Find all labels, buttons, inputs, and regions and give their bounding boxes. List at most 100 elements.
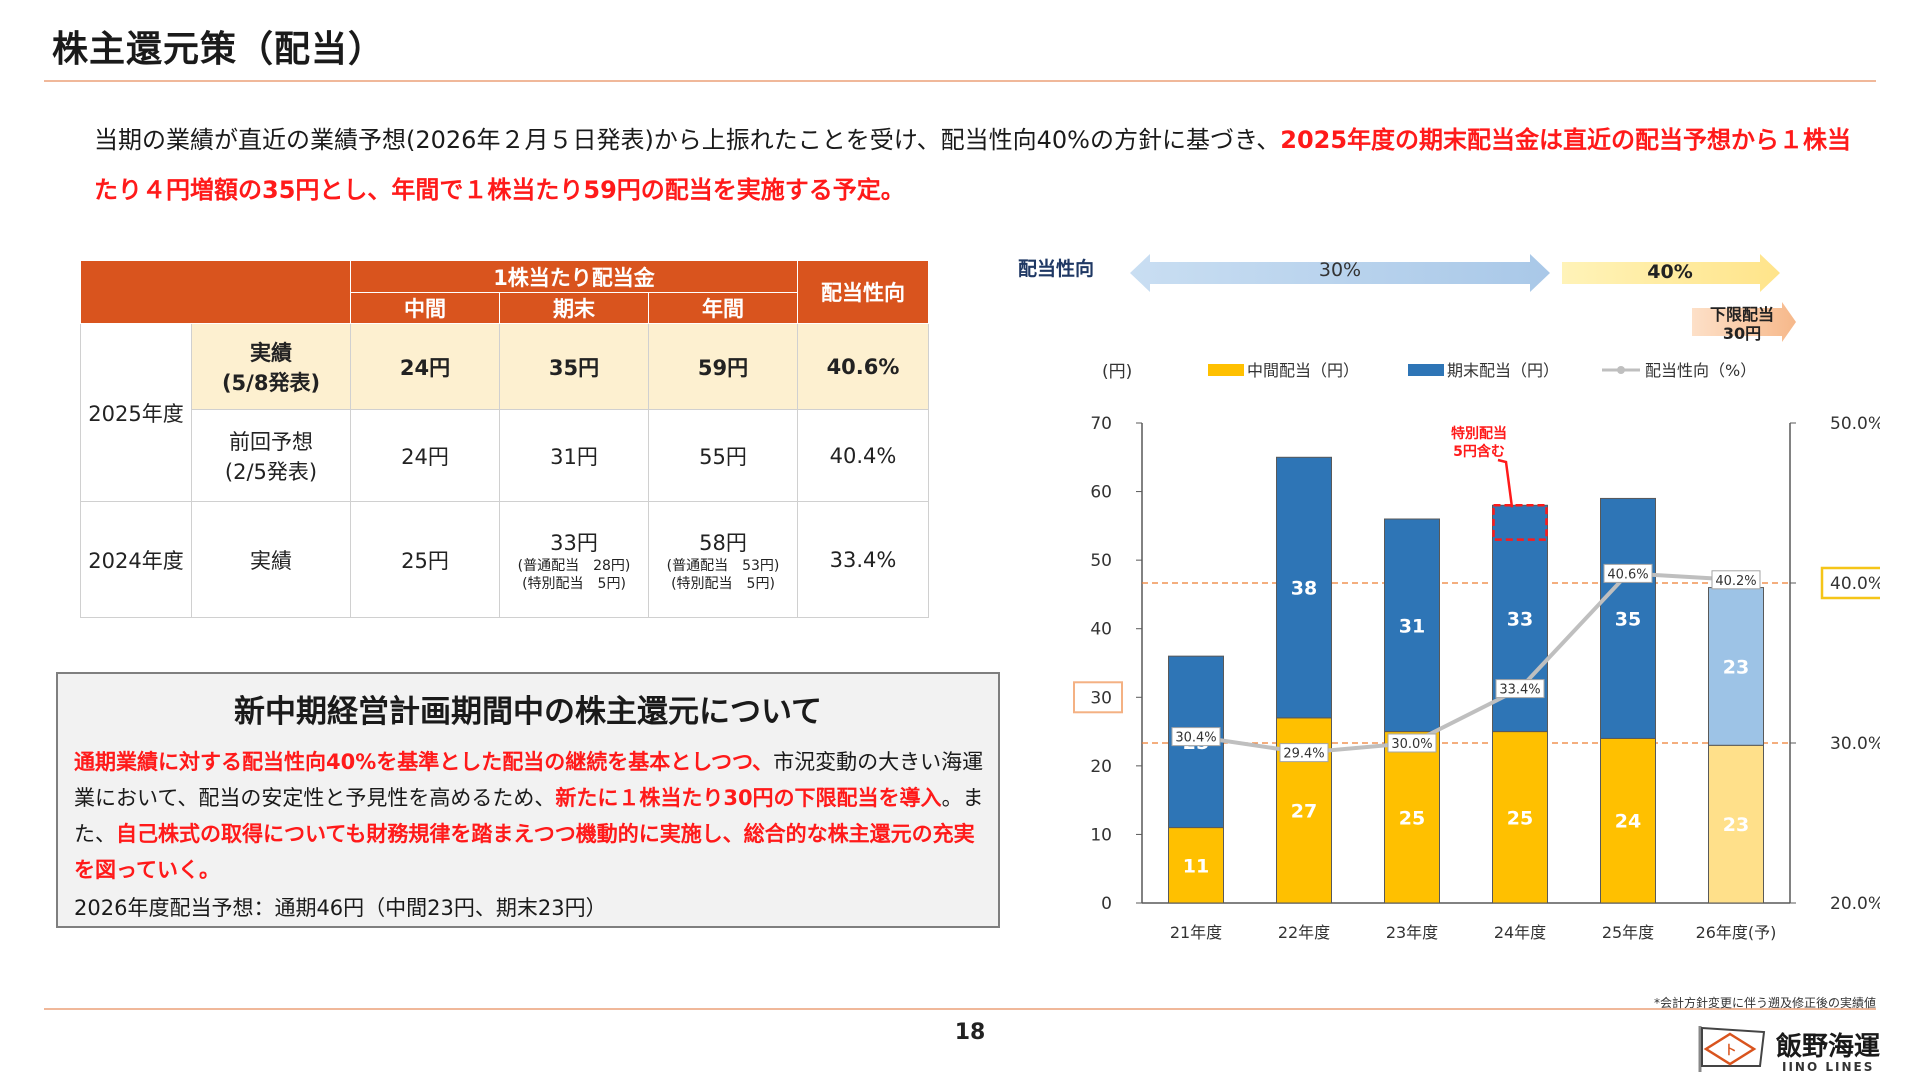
legend-swatch-interim bbox=[1208, 364, 1244, 376]
logo-sub: IINO LINES bbox=[1782, 1060, 1875, 1074]
x-tick-label: 21年度 bbox=[1170, 923, 1222, 942]
cell-year-end: 35円 bbox=[499, 323, 649, 410]
table-row: 2025年度 実績 (5/8発表) 24円 35円 59円 40.6% bbox=[80, 323, 929, 502]
payout-label-box bbox=[1171, 727, 1221, 747]
payout-data-label: 30.4% bbox=[1175, 731, 1216, 746]
cell-annual: 59円 bbox=[648, 323, 798, 410]
y2-tick-label: 30.0% bbox=[1830, 734, 1880, 754]
legend-payout: 配当性向（%） bbox=[1645, 361, 1756, 380]
payout-data-label: 40.6% bbox=[1607, 567, 1648, 582]
bar-interim bbox=[1600, 737, 1656, 904]
y-tick-label: 0 bbox=[1101, 894, 1112, 914]
y-tick-label: 20 bbox=[1090, 757, 1112, 777]
lead-highlight: 2025年度の期末配当金は直近の配当予想から１株当たり４円増額の35円とし、年間… bbox=[94, 126, 1852, 204]
header-interim: 中間 bbox=[350, 292, 500, 324]
x-tick-label: 22年度 bbox=[1278, 923, 1330, 942]
header-payout: 配当性向 bbox=[797, 260, 929, 324]
logo-name: 飯野海運 bbox=[1776, 1032, 1881, 1062]
legend-year-end: 期末配当（円） bbox=[1447, 361, 1559, 380]
cell-payout: 40.4% bbox=[797, 409, 929, 502]
svg-text:卜: 卜 bbox=[1724, 1043, 1736, 1057]
arrow-40-percent bbox=[1562, 254, 1780, 292]
payout-data-label: 29.4% bbox=[1283, 747, 1324, 762]
cell-payout: 33.4% bbox=[797, 501, 929, 618]
floor-label-2: 30円 bbox=[1723, 324, 1761, 343]
table-corner bbox=[80, 260, 351, 324]
annotation-line-2: 5円含む bbox=[1453, 443, 1505, 460]
policy-label: 配当性向 bbox=[1018, 257, 1094, 280]
cell-interim: 25円 bbox=[350, 501, 500, 618]
payout-data-label: 33.4% bbox=[1499, 683, 1540, 698]
table-row: 2024年度 実績 25円 33円 (普通配当 28円) (特別配当 5円) 5… bbox=[80, 501, 929, 618]
bar-interim bbox=[1168, 827, 1224, 904]
fy2025-label: 2025年度 bbox=[80, 323, 192, 502]
data-label-interim: 27 bbox=[1291, 800, 1317, 822]
bar-year-end bbox=[1384, 518, 1440, 733]
table-row: 前回予想 (2/5発表) 24円 31円 55円 40.4% bbox=[81, 409, 929, 502]
cell-year-end: 33円 (普通配当 28円) (特別配当 5円) bbox=[499, 501, 649, 618]
row-label: 実績 bbox=[191, 501, 351, 618]
payout-data-label: 40.2% bbox=[1715, 574, 1756, 589]
y-tick-label: 60 bbox=[1090, 483, 1112, 503]
floor-arrow bbox=[1692, 302, 1796, 342]
y2-tick-label: 40.0% bbox=[1830, 574, 1880, 594]
dividend-chart: 配当性向 30% 40% 下限配当 30円 (円) 中間配当（円） 期末配当（円… bbox=[1018, 254, 1880, 942]
company-logo-icon: 卜 bbox=[1698, 1026, 1766, 1072]
payout-label-box bbox=[1387, 733, 1437, 753]
y-axis-unit: (円) bbox=[1102, 362, 1132, 382]
cell-annual: 58円 (普通配当 53円) (特別配当 5円) bbox=[648, 501, 798, 618]
data-label-year-end: 35 bbox=[1615, 608, 1641, 630]
lead-normal: 当期の業績が直近の業績予想(2026年２月５日発表)から上振れたことを受け、配当… bbox=[94, 126, 1281, 154]
box-title: 新中期経営計画期間中の株主還元について bbox=[233, 694, 823, 730]
data-label-interim: 23 bbox=[1723, 814, 1749, 836]
box-body: 通期業績に対する配当性向40%を基準とした配当の継続を基本としつつ、市況変動の大… bbox=[74, 750, 984, 882]
bar-interim bbox=[1384, 731, 1440, 904]
row-label: 実績 (5/8発表) bbox=[191, 323, 351, 410]
payout-label-box bbox=[1279, 743, 1329, 763]
payout-data-label: 30.0% bbox=[1391, 737, 1432, 752]
dividend-table: 1株当たり配当金 配当性向 中間 期末 年間 2025年度 実績 (5/8発表)… bbox=[80, 260, 929, 618]
legend-swatch-year-end bbox=[1408, 364, 1444, 376]
x-tick-label: 26年度(予) bbox=[1696, 923, 1777, 942]
y-tick-label: 30 bbox=[1090, 688, 1112, 708]
y-highlight-box bbox=[1073, 681, 1123, 714]
data-label-year-end: 38 bbox=[1291, 578, 1317, 600]
footnote: *会計方針変更に伴う遡及修正後の実績値 bbox=[1653, 996, 1876, 1010]
header-annual: 年間 bbox=[648, 292, 798, 324]
data-label-interim: 24 bbox=[1615, 811, 1641, 833]
lead-text: 当期の業績が直近の業績予想(2026年２月５日発表)から上振れたことを受け、配当… bbox=[94, 115, 1854, 215]
footer-divider bbox=[44, 1008, 1876, 1010]
header-group: 1株当たり配当金 bbox=[350, 260, 798, 293]
header-year-end: 期末 bbox=[499, 292, 649, 324]
header-divider bbox=[44, 80, 1876, 82]
y2-tick-label: 50.0% bbox=[1830, 414, 1880, 434]
cell-annual: 55円 bbox=[648, 409, 798, 502]
data-label-year-end: 23 bbox=[1723, 656, 1749, 678]
special-dividend-box bbox=[1492, 504, 1548, 541]
midterm-policy-box: 新中期経営計画期間中の株主還元について 通期業績に対する配当性向40%を基準とし… bbox=[56, 672, 1000, 928]
y-tick-label: 10 bbox=[1090, 825, 1112, 845]
legend-interim: 中間配当（円） bbox=[1247, 361, 1359, 380]
fy2024-label: 2024年度 bbox=[80, 501, 192, 618]
page-title: 株主還元策（配当） bbox=[52, 29, 386, 70]
bar-year-end bbox=[1600, 497, 1656, 739]
data-label-year-end: 31 bbox=[1399, 615, 1425, 637]
x-tick-label: 25年度 bbox=[1602, 923, 1654, 942]
page-number: 18 bbox=[954, 1020, 986, 1045]
data-label-interim: 25 bbox=[1507, 807, 1533, 829]
row-label: 前回予想 (2/5発表) bbox=[191, 409, 351, 502]
plot-area: 0 10 20 30 40 50 60 70 20.0% 30.0% 40.0% 50.0% 11 25 2… bbox=[1073, 414, 1880, 942]
payout-label-box bbox=[1495, 679, 1545, 699]
annotation-line-1: 特別配当 bbox=[1451, 425, 1507, 442]
arrow-30-label: 30% bbox=[1319, 259, 1361, 281]
bar-interim bbox=[1492, 731, 1548, 904]
cell-payout: 40.6% bbox=[797, 323, 929, 410]
y-tick-label: 70 bbox=[1090, 414, 1112, 434]
bar-interim bbox=[1708, 744, 1764, 904]
y2-highlight-box bbox=[1820, 566, 1880, 600]
x-tick-label: 23年度 bbox=[1386, 923, 1438, 942]
data-label-interim: 25 bbox=[1399, 807, 1425, 829]
arrow-40-label: 40% bbox=[1647, 261, 1692, 283]
annotation-leader bbox=[1497, 458, 1514, 508]
y-tick-label: 50 bbox=[1090, 551, 1112, 571]
